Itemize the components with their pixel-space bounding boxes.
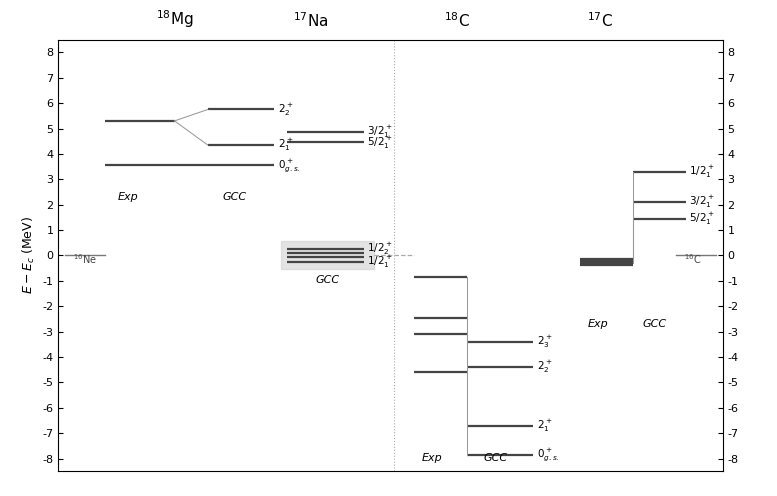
Text: $1/2_1^+$: $1/2_1^+$ bbox=[689, 164, 715, 180]
Text: $^{17}$C: $^{17}$C bbox=[587, 11, 613, 30]
Text: $^{18}$Mg: $^{18}$Mg bbox=[155, 8, 193, 30]
Text: $2_2^+$: $2_2^+$ bbox=[277, 102, 293, 118]
Text: Exp: Exp bbox=[117, 191, 138, 201]
Text: $^{16}$C: $^{16}$C bbox=[684, 252, 702, 266]
Text: $2_1^+$: $2_1^+$ bbox=[537, 418, 552, 434]
Text: $^{17}$Na: $^{17}$Na bbox=[293, 11, 329, 30]
Text: $2_1^+$: $2_1^+$ bbox=[277, 137, 293, 153]
Text: $2_3^+$: $2_3^+$ bbox=[537, 334, 552, 350]
Text: $2_2^+$: $2_2^+$ bbox=[537, 359, 552, 375]
Y-axis label: $E - E_c$ (MeV): $E - E_c$ (MeV) bbox=[21, 216, 37, 295]
Text: $0_{g.s.}^+$: $0_{g.s.}^+$ bbox=[277, 157, 300, 174]
Text: $3/2_1^+$: $3/2_1^+$ bbox=[689, 194, 715, 210]
Text: $^{16}$Ne: $^{16}$Ne bbox=[73, 252, 97, 266]
Text: GCC: GCC bbox=[222, 191, 246, 201]
Text: Exp: Exp bbox=[587, 318, 608, 328]
Text: $5/2_1^+$: $5/2_1^+$ bbox=[368, 134, 392, 150]
Text: GCC: GCC bbox=[315, 275, 340, 285]
Text: $1/2_2^+$: $1/2_2^+$ bbox=[368, 241, 392, 257]
Text: $^{18}$C: $^{18}$C bbox=[444, 11, 470, 30]
Text: GCC: GCC bbox=[643, 318, 667, 328]
Text: $5/2_1^+$: $5/2_1^+$ bbox=[689, 211, 715, 227]
Text: GCC: GCC bbox=[483, 453, 507, 463]
Text: $1/2_1^+$: $1/2_1^+$ bbox=[368, 254, 392, 270]
Text: $3/2_1^+$: $3/2_1^+$ bbox=[368, 124, 392, 140]
Text: $0_{g.s.}^+$: $0_{g.s.}^+$ bbox=[537, 446, 559, 463]
Text: Exp: Exp bbox=[422, 453, 443, 463]
